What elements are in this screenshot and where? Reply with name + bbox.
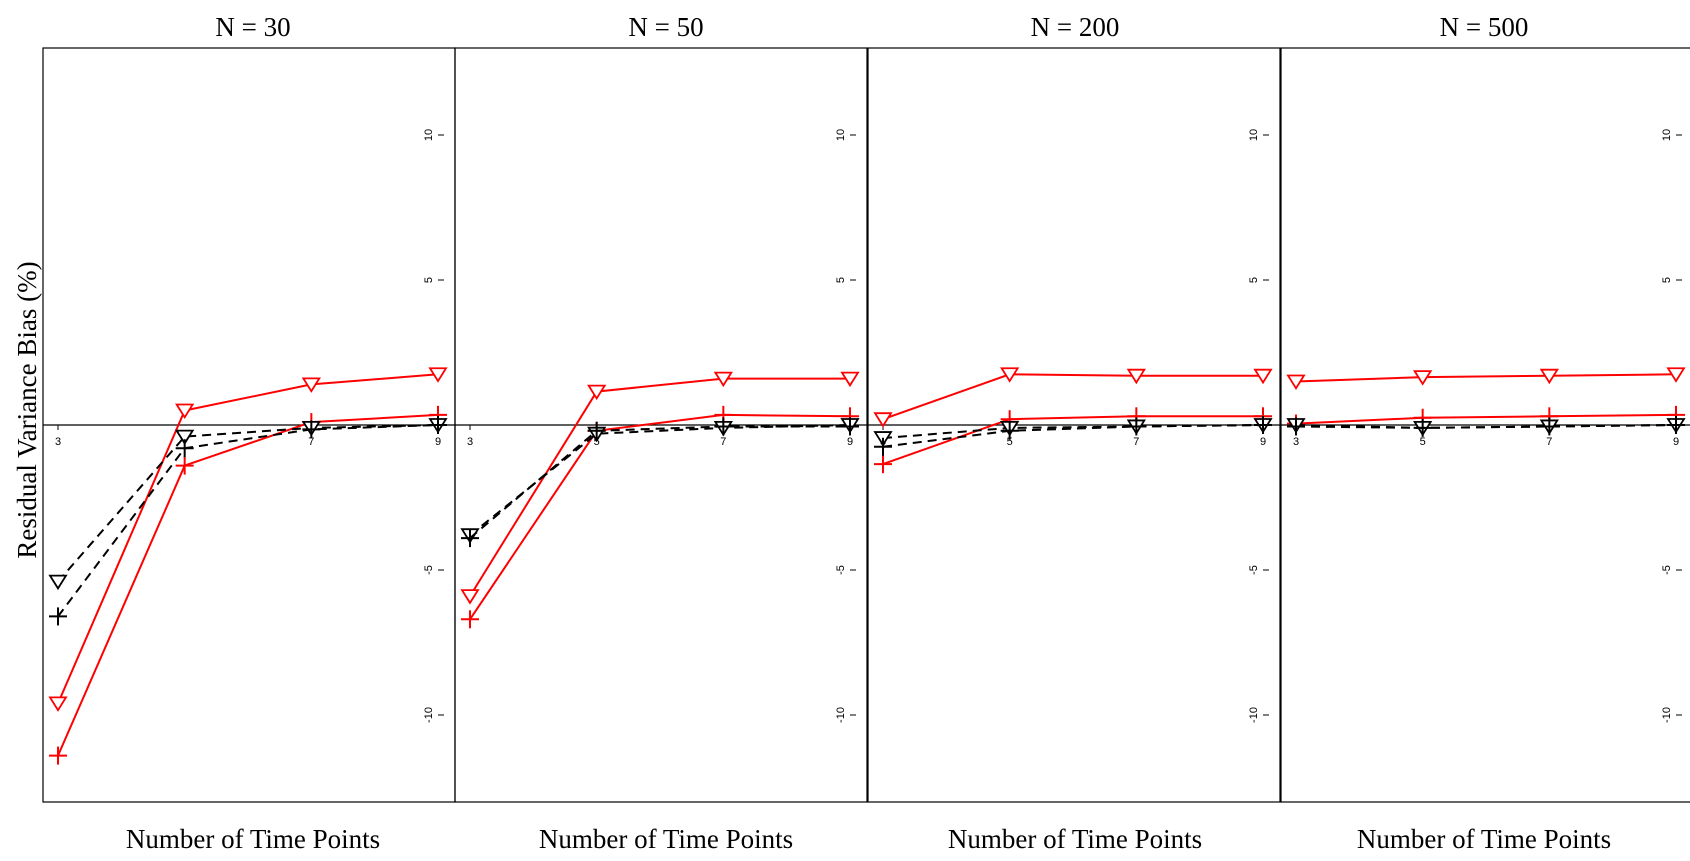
x-tick-label: 3 — [55, 436, 61, 448]
x-tick-label: 7 — [720, 436, 726, 448]
series-line — [469, 425, 850, 539]
marker-triangle — [1539, 368, 1559, 385]
y-tick-label: 10 — [423, 129, 435, 141]
marker-plus — [1127, 417, 1146, 436]
y-tick-label: 10 — [1661, 129, 1673, 141]
marker-triangle — [1413, 370, 1433, 386]
marker-plus — [1667, 416, 1685, 434]
x-tick-label: 9 — [847, 436, 853, 448]
marker-plus — [874, 455, 892, 474]
marker-triangle — [587, 384, 607, 401]
marker-triangle — [175, 403, 195, 419]
series-line — [882, 424, 1264, 440]
series-line — [882, 424, 1264, 448]
marker-triangle — [713, 371, 733, 388]
panel-0: 3 7 9 -10 -5 5 10 N = 30 Number of Time Points — [42, 12, 456, 854]
x-tick-label: 3 — [1293, 436, 1299, 448]
y-tick-label: 10 — [1248, 129, 1260, 141]
y-tick-label: 5 — [1661, 277, 1673, 283]
marker-triangle — [1126, 368, 1146, 385]
series-line — [57, 373, 439, 704]
marker-triangle — [873, 412, 893, 428]
marker-triangle — [1253, 368, 1273, 385]
x-tick-label: 7 — [1546, 436, 1552, 448]
x-tick-label: 9 — [1260, 436, 1266, 448]
x-axis-label: Number of Time Points — [539, 824, 793, 854]
x-tick-label: 7 — [1133, 436, 1139, 448]
marker-triangle — [1666, 367, 1686, 383]
panel-title: N = 500 — [1440, 12, 1529, 42]
panel-3: 3 5 7 9 -10 -5 5 10 N = 500 Number of Time Points — [1280, 12, 1690, 854]
y-axis-label: Residual Variance Bias (%) — [12, 261, 42, 558]
marker-plus — [49, 746, 67, 765]
marker-plus — [175, 439, 194, 458]
panel-title: N = 200 — [1031, 12, 1120, 42]
series-line — [882, 415, 1263, 466]
chart-panels: 3 7 9 -10 -5 5 10 N = 30 Number of Time Points 3 5… — [42, 12, 1690, 854]
panel-title: N = 50 — [628, 12, 703, 42]
marker-plus — [874, 437, 892, 456]
marker-triangle — [840, 371, 860, 388]
marker-plus — [429, 416, 447, 434]
y-tick-label: 10 — [835, 129, 847, 141]
marker-plus — [49, 607, 67, 626]
y-tick-label: -10 — [1248, 707, 1260, 723]
y-tick-label: -10 — [423, 707, 435, 723]
x-tick-label: 9 — [1673, 436, 1679, 448]
y-tick-label: -10 — [835, 707, 847, 723]
marker-plus — [461, 529, 479, 548]
y-tick-label: -5 — [1248, 565, 1260, 575]
marker-plus — [1287, 417, 1305, 436]
x-tick-label: 5 — [1420, 436, 1426, 448]
series-line — [57, 413, 439, 757]
series-line — [57, 424, 439, 583]
y-tick-label: -5 — [835, 565, 847, 575]
marker-triangle — [428, 367, 448, 383]
marker-triangle — [48, 574, 68, 591]
marker-triangle — [1286, 374, 1306, 390]
series-line — [1295, 413, 1677, 425]
x-axis-label: Number of Time Points — [948, 824, 1202, 854]
marker-plus — [714, 417, 733, 436]
series-line — [469, 413, 851, 620]
y-tick-label: -10 — [1661, 707, 1673, 723]
y-tick-label: -5 — [423, 565, 435, 575]
x-tick-label: 5 — [1007, 436, 1013, 448]
series-line — [469, 424, 851, 536]
marker-plus — [841, 417, 859, 436]
y-tick-label: 5 — [423, 277, 435, 283]
panel-title: N = 30 — [215, 12, 290, 42]
series-line — [57, 424, 439, 618]
marker-plus — [175, 456, 194, 475]
y-tick-label: -5 — [1661, 565, 1673, 575]
marker-plus — [1413, 418, 1432, 437]
marker-plus — [1540, 417, 1559, 436]
marker-plus — [461, 610, 479, 629]
marker-plus — [587, 421, 606, 440]
y-tick-label: 5 — [835, 277, 847, 283]
marker-plus — [302, 420, 321, 439]
x-tick-label: 3 — [467, 436, 473, 448]
marker-triangle — [175, 429, 195, 446]
series-line — [882, 373, 1263, 421]
series-line — [1295, 424, 1677, 429]
marker-plus — [1000, 421, 1019, 440]
series-line — [469, 377, 850, 597]
marker-triangle — [301, 377, 321, 393]
x-tick-label: 7 — [308, 436, 314, 448]
marker-plus — [1254, 416, 1272, 434]
x-axis-label: Number of Time Points — [126, 824, 380, 854]
marker-triangle — [460, 589, 480, 605]
y-tick-label: 5 — [1248, 277, 1260, 283]
x-axis-label: Number of Time Points — [1357, 824, 1611, 854]
x-tick-label: 9 — [435, 436, 441, 448]
series-line — [1295, 373, 1677, 383]
marker-triangle — [48, 696, 68, 712]
marker-triangle — [1000, 367, 1020, 383]
